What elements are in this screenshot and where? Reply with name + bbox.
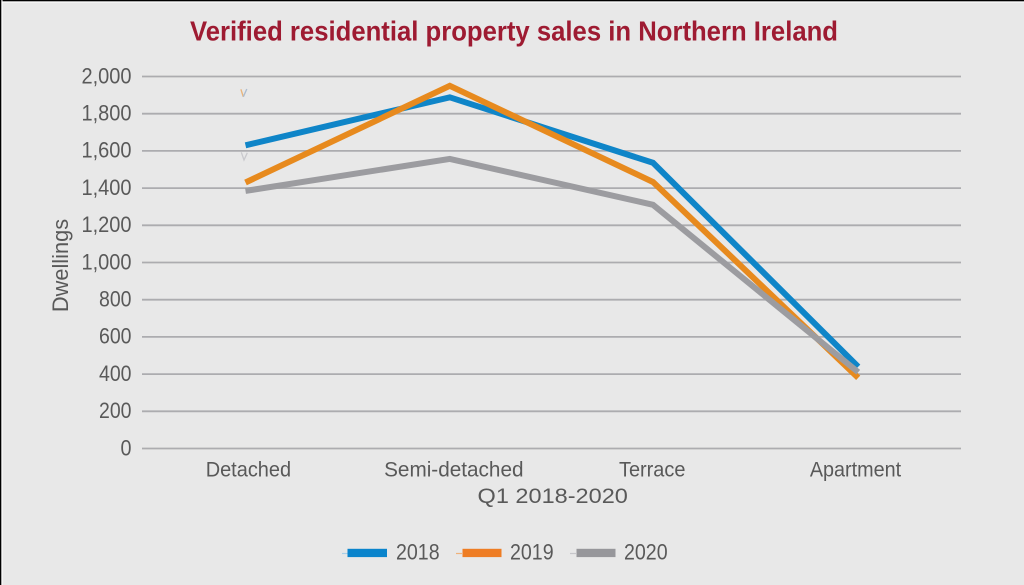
svg-text:Dwellings: Dwellings <box>48 219 73 312</box>
svg-text:Q1 2018-2020: Q1 2018-2020 <box>478 484 628 508</box>
svg-text:Apartment: Apartment <box>810 459 901 482</box>
svg-text:1,800: 1,800 <box>82 101 132 126</box>
svg-text:2018: 2018 <box>396 540 440 565</box>
svg-text:Detached: Detached <box>206 459 291 482</box>
svg-text:200: 200 <box>99 398 132 423</box>
svg-text:Semi-detached: Semi-detached <box>384 459 523 482</box>
svg-text:2,000: 2,000 <box>82 63 132 88</box>
svg-text:800: 800 <box>99 287 132 312</box>
svg-text:1,600: 1,600 <box>82 138 132 163</box>
svg-text:0: 0 <box>121 435 132 460</box>
svg-text:1,000: 1,000 <box>82 249 132 274</box>
svg-text:2020: 2020 <box>624 540 668 565</box>
svg-text:Terrace: Terrace <box>619 459 685 482</box>
svg-text:2019: 2019 <box>510 540 554 565</box>
svg-text:1,200: 1,200 <box>82 212 132 237</box>
svg-text:Verified residential property: Verified residential property sales in N… <box>190 16 838 47</box>
svg-text:400: 400 <box>99 361 132 386</box>
svg-text:600: 600 <box>99 324 132 349</box>
svg-text:1,400: 1,400 <box>82 175 132 200</box>
